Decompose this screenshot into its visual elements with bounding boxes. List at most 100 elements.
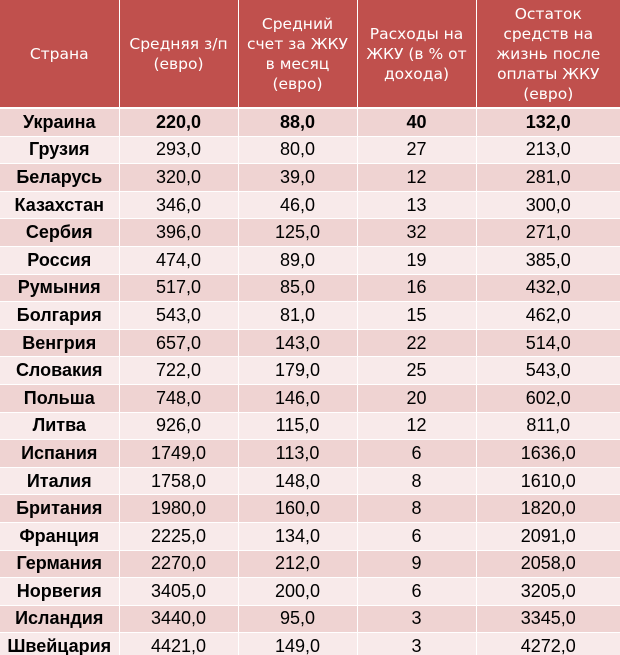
- cell-utility-bill: 134,0: [238, 522, 358, 551]
- cell-utility-bill: 115,0: [238, 412, 358, 441]
- cell-remaining-funds: 2058,0: [476, 550, 620, 579]
- cell-remaining-funds: 514,0: [476, 329, 620, 358]
- cell-average-salary: 3405,0: [119, 577, 239, 606]
- cell-utility-bill: 160,0: [238, 494, 358, 523]
- cell-average-salary: 1758,0: [119, 467, 239, 496]
- cell-remaining-funds: 300,0: [476, 191, 620, 220]
- table-row: Литва 926,0 115,0 12 811,0: [0, 412, 620, 441]
- cell-average-salary: 4421,0: [119, 632, 239, 655]
- cell-average-salary: 320,0: [119, 163, 239, 192]
- cell-remaining-funds: 811,0: [476, 412, 620, 441]
- cell-country: Россия: [0, 246, 120, 275]
- table-row: Болгария 543,0 81,0 15 462,0: [0, 301, 620, 330]
- cell-remaining-funds: 3345,0: [476, 605, 620, 634]
- cell-utility-bill: 149,0: [238, 632, 358, 655]
- cell-average-salary: 1749,0: [119, 439, 239, 468]
- cell-average-salary: 2225,0: [119, 522, 239, 551]
- cell-utility-share: 6: [357, 439, 477, 468]
- cell-utility-bill: 179,0: [238, 356, 358, 385]
- header-average-salary: Средняя з/п (евро): [119, 0, 239, 109]
- cell-country: Украина: [0, 108, 120, 137]
- cell-utility-bill: 200,0: [238, 577, 358, 606]
- cell-country: Румыния: [0, 274, 120, 303]
- table-row: Сербия 396,0 125,0 32 271,0: [0, 218, 620, 247]
- cell-country: Польша: [0, 384, 120, 413]
- cell-utility-share: 12: [357, 163, 477, 192]
- cell-country: Швейцария: [0, 632, 120, 655]
- table-row: Германия 2270,0 212,0 9 2058,0: [0, 550, 620, 579]
- table-row: Италия 1758,0 148,0 8 1610,0: [0, 467, 620, 496]
- cell-utility-share: 6: [357, 577, 477, 606]
- table-row: Польша 748,0 146,0 20 602,0: [0, 384, 620, 413]
- cell-average-salary: 346,0: [119, 191, 239, 220]
- cell-utility-bill: 80,0: [238, 136, 358, 165]
- cell-utility-share: 27: [357, 136, 477, 165]
- cell-utility-bill: 85,0: [238, 274, 358, 303]
- table-row: Норвегия 3405,0 200,0 6 3205,0: [0, 577, 620, 606]
- table-row: Грузия 293,0 80,0 27 213,0: [0, 136, 620, 165]
- table-row: Россия 474,0 89,0 19 385,0: [0, 246, 620, 275]
- cell-country: Венгрия: [0, 329, 120, 358]
- cell-average-salary: 2270,0: [119, 550, 239, 579]
- cell-utility-bill: 146,0: [238, 384, 358, 413]
- cell-average-salary: 474,0: [119, 246, 239, 275]
- cell-average-salary: 396,0: [119, 218, 239, 247]
- table-row: Британия 1980,0 160,0 8 1820,0: [0, 494, 620, 523]
- table-row: Словакия 722,0 179,0 25 543,0: [0, 356, 620, 385]
- cell-remaining-funds: 281,0: [476, 163, 620, 192]
- cell-country: Сербия: [0, 218, 120, 247]
- cell-remaining-funds: 4272,0: [476, 632, 620, 655]
- table-row: Франция 2225,0 134,0 6 2091,0: [0, 522, 620, 551]
- cell-remaining-funds: 602,0: [476, 384, 620, 413]
- cell-utility-share: 6: [357, 522, 477, 551]
- table-body: Украина 220,0 88,0 40 132,0 Грузия 293,0 80,0 27…: [0, 108, 620, 655]
- table-row: Швейцария 4421,0 149,0 3 4272,0: [0, 632, 620, 655]
- cell-average-salary: 657,0: [119, 329, 239, 358]
- cell-remaining-funds: 1636,0: [476, 439, 620, 468]
- cell-utility-bill: 212,0: [238, 550, 358, 579]
- cell-utility-share: 15: [357, 301, 477, 330]
- table-row: Украина 220,0 88,0 40 132,0: [0, 108, 620, 137]
- cell-utility-bill: 125,0: [238, 218, 358, 247]
- cell-utility-bill: 148,0: [238, 467, 358, 496]
- header-utility-share-of-income: Расходы на ЖКУ (в % от дохода): [357, 0, 477, 109]
- cell-average-salary: 1980,0: [119, 494, 239, 523]
- cell-utility-bill: 95,0: [238, 605, 358, 634]
- cell-utility-share: 32: [357, 218, 477, 247]
- cell-utility-share: 13: [357, 191, 477, 220]
- cell-average-salary: 926,0: [119, 412, 239, 441]
- cell-utility-share: 40: [357, 108, 477, 137]
- cell-utility-share: 19: [357, 246, 477, 275]
- cell-utility-bill: 113,0: [238, 439, 358, 468]
- cell-country: Германия: [0, 550, 120, 579]
- cell-utility-share: 9: [357, 550, 477, 579]
- table-row: Беларусь 320,0 39,0 12 281,0: [0, 163, 620, 192]
- cell-country: Казахстан: [0, 191, 120, 220]
- cell-utility-bill: 46,0: [238, 191, 358, 220]
- cell-average-salary: 293,0: [119, 136, 239, 165]
- cell-average-salary: 722,0: [119, 356, 239, 385]
- cell-country: Беларусь: [0, 163, 120, 192]
- cell-average-salary: 748,0: [119, 384, 239, 413]
- table-row: Испания 1749,0 113,0 6 1636,0: [0, 439, 620, 468]
- cell-average-salary: 220,0: [119, 108, 239, 137]
- cell-utility-share: 20: [357, 384, 477, 413]
- cell-utility-share: 16: [357, 274, 477, 303]
- cell-country: Британия: [0, 494, 120, 523]
- cell-remaining-funds: 213,0: [476, 136, 620, 165]
- cell-remaining-funds: 132,0: [476, 108, 620, 137]
- header-country: Страна: [0, 0, 120, 109]
- cell-average-salary: 517,0: [119, 274, 239, 303]
- header-remaining-funds: Остаток средств на жизнь после оплаты ЖК…: [476, 0, 620, 109]
- cell-utility-share: 25: [357, 356, 477, 385]
- cell-remaining-funds: 3205,0: [476, 577, 620, 606]
- cell-utility-share: 8: [357, 467, 477, 496]
- cell-utility-bill: 81,0: [238, 301, 358, 330]
- cell-remaining-funds: 462,0: [476, 301, 620, 330]
- cell-utility-share: 12: [357, 412, 477, 441]
- cell-remaining-funds: 385,0: [476, 246, 620, 275]
- cell-utility-share: 8: [357, 494, 477, 523]
- cell-utility-bill: 88,0: [238, 108, 358, 137]
